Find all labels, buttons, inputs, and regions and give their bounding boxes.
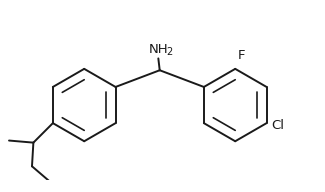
Text: Cl: Cl xyxy=(271,119,284,132)
Text: 2: 2 xyxy=(166,47,173,57)
Text: F: F xyxy=(238,49,245,62)
Text: NH: NH xyxy=(149,43,168,56)
